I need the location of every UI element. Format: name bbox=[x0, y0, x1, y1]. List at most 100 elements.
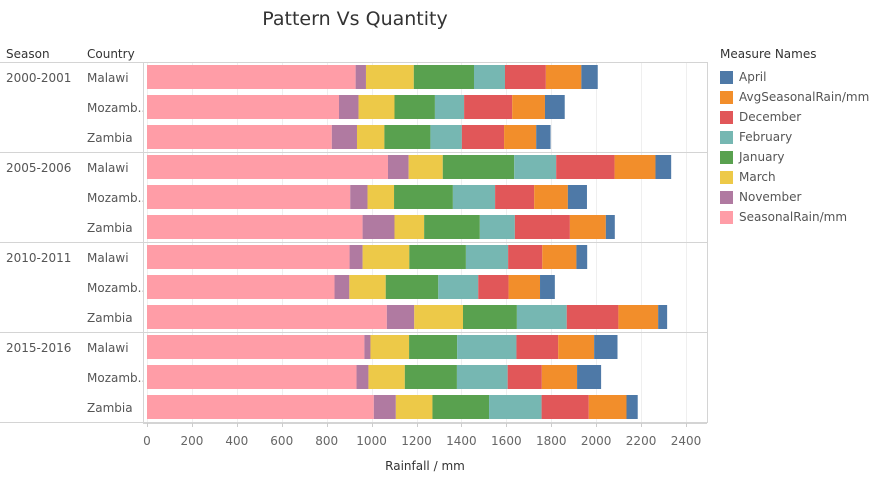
bar-segment bbox=[514, 215, 570, 239]
bar-segment bbox=[409, 245, 466, 269]
x-tick-label: 400 bbox=[225, 434, 248, 448]
legend-swatch bbox=[720, 130, 733, 144]
bar-segment bbox=[409, 335, 458, 359]
legend-swatch bbox=[720, 70, 733, 84]
bar-segment bbox=[658, 305, 668, 329]
legend-title: Measure Names bbox=[720, 47, 817, 61]
legend-label: April bbox=[739, 70, 767, 84]
country-label: Malawi bbox=[87, 71, 129, 85]
bar-segment bbox=[368, 365, 405, 389]
legend-item: November bbox=[720, 187, 869, 207]
bar-segment bbox=[567, 185, 587, 209]
bar-segment bbox=[457, 335, 517, 359]
bar-segment bbox=[394, 215, 425, 239]
bar-segment bbox=[581, 65, 598, 89]
bar-segment bbox=[147, 305, 387, 329]
x-tick-label: 2000 bbox=[581, 434, 612, 448]
bar-segment bbox=[147, 335, 365, 359]
bar-segment bbox=[516, 305, 567, 329]
x-tick-label: 1400 bbox=[446, 434, 477, 448]
bar-segment bbox=[495, 185, 535, 209]
bar-segment bbox=[384, 125, 431, 149]
bar-segment bbox=[394, 95, 435, 119]
bar-segment bbox=[577, 365, 602, 389]
season-header: Season bbox=[6, 47, 50, 61]
x-tick-label: 200 bbox=[180, 434, 203, 448]
legend-item: March bbox=[720, 167, 869, 187]
bar-segment bbox=[414, 305, 463, 329]
bar-segment bbox=[339, 95, 359, 119]
bar-segment bbox=[507, 365, 542, 389]
bar-segment bbox=[512, 95, 545, 119]
season-label: 2000-2001 bbox=[6, 71, 72, 85]
x-tick-label: 600 bbox=[270, 434, 293, 448]
bar-segment bbox=[355, 65, 366, 89]
bar-segment bbox=[465, 245, 509, 269]
legend-item: January bbox=[720, 147, 869, 167]
bar-segment bbox=[544, 95, 565, 119]
bar-segment bbox=[536, 125, 551, 149]
legend-label: March bbox=[739, 170, 776, 184]
legend-label: January bbox=[739, 150, 785, 164]
bar-segment bbox=[614, 155, 656, 179]
bar-segment bbox=[385, 275, 439, 299]
bar-segment bbox=[367, 185, 395, 209]
bar-segment bbox=[452, 185, 496, 209]
bar-segment bbox=[362, 245, 410, 269]
legend: Measure Names April AvgSeasonalRain/mm Dec… bbox=[720, 47, 869, 227]
bar-segment bbox=[331, 125, 357, 149]
legend-item: December bbox=[720, 107, 869, 127]
bar-segment bbox=[504, 125, 537, 149]
legend-label: February bbox=[739, 130, 793, 144]
bar-segment bbox=[373, 395, 396, 419]
x-tick-label: 1600 bbox=[491, 434, 522, 448]
bar-segment bbox=[432, 395, 490, 419]
legend-swatch bbox=[720, 110, 733, 124]
bar-segment bbox=[434, 95, 465, 119]
bar-segment bbox=[566, 305, 619, 329]
bar-segment bbox=[424, 215, 480, 239]
legend-swatch bbox=[720, 170, 733, 184]
season-label: 2005-2006 bbox=[6, 161, 72, 175]
bar-segment bbox=[473, 65, 505, 89]
bar-segment bbox=[147, 65, 356, 89]
bar-segment bbox=[489, 395, 542, 419]
bar-segment bbox=[569, 215, 606, 239]
bar-segment bbox=[516, 335, 559, 359]
bar-segment bbox=[147, 125, 332, 149]
x-axis-label: Rainfall / mm bbox=[385, 459, 465, 473]
bar-segment bbox=[479, 215, 515, 239]
x-tick-label: 2200 bbox=[626, 434, 657, 448]
bar-segment bbox=[655, 155, 672, 179]
bar-segment bbox=[147, 245, 350, 269]
country-label: Mozamb.. bbox=[87, 101, 146, 115]
bar-segment bbox=[545, 65, 582, 89]
bar-segment bbox=[588, 395, 627, 419]
bar-segment bbox=[576, 245, 588, 269]
bar-segment bbox=[541, 365, 578, 389]
bar-segment bbox=[147, 95, 340, 119]
x-tick-label: 1000 bbox=[356, 434, 387, 448]
bar-segment bbox=[456, 365, 508, 389]
bar-segment bbox=[534, 185, 568, 209]
bar-segment bbox=[364, 335, 371, 359]
bar-segment bbox=[626, 395, 638, 419]
country-label: Zambia bbox=[87, 221, 133, 235]
bar-segment bbox=[442, 155, 515, 179]
legend-label: December bbox=[739, 110, 802, 124]
x-tick-label: 2400 bbox=[671, 434, 702, 448]
bar-segment bbox=[462, 305, 517, 329]
season-label: 2010-2011 bbox=[6, 251, 72, 265]
bar-segment bbox=[349, 245, 363, 269]
country-header: Country bbox=[87, 47, 135, 61]
bar-segment bbox=[438, 275, 479, 299]
bar-segment bbox=[464, 95, 513, 119]
bar-segment bbox=[618, 305, 659, 329]
bar-segment bbox=[147, 275, 335, 299]
country-label: Zambia bbox=[87, 401, 133, 415]
country-label: Malawi bbox=[87, 341, 129, 355]
bar-segment bbox=[540, 275, 555, 299]
bar-segment bbox=[514, 155, 557, 179]
bar-segment bbox=[461, 125, 505, 149]
bar-segment bbox=[413, 65, 474, 89]
